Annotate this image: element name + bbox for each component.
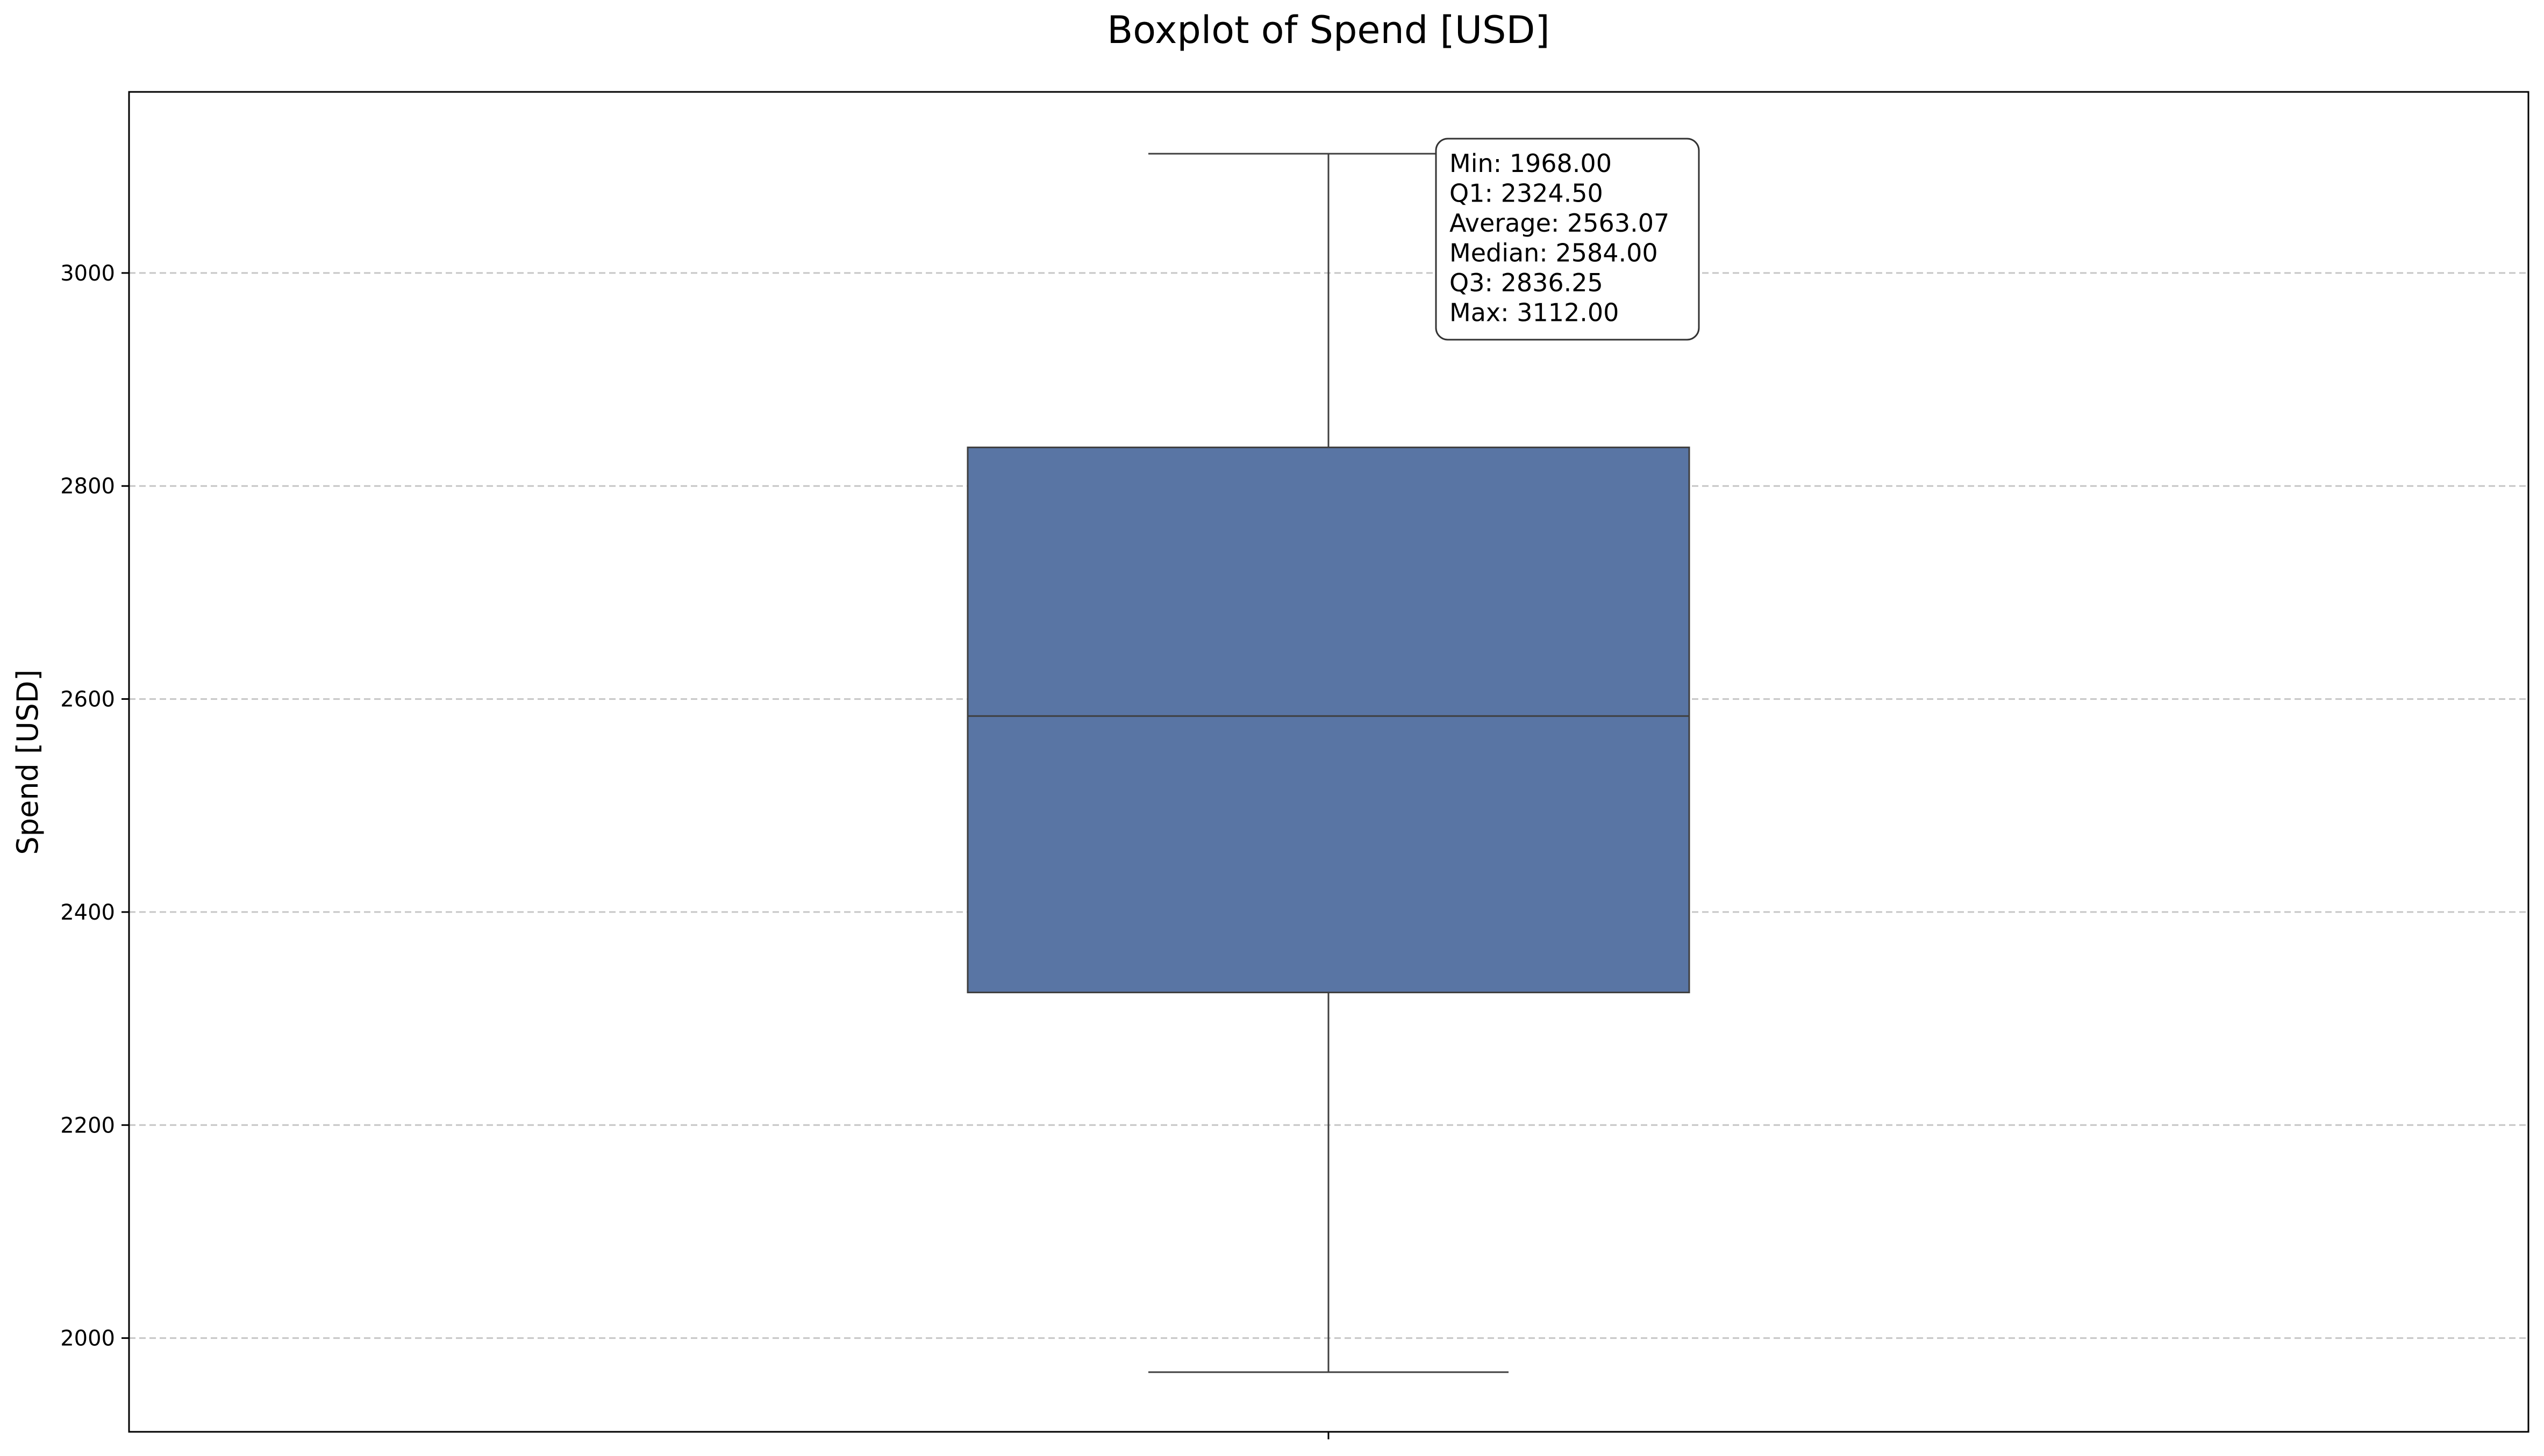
- stats-annotation-line: Q3: 2836.25: [1449, 268, 1603, 297]
- stats-annotation-line: Average: 2563.07: [1449, 209, 1669, 238]
- stats-annotation-box: [1435, 138, 1700, 341]
- y-tick-label: 2200: [60, 1113, 115, 1138]
- y-axis-label: Spend [USD]: [11, 670, 45, 855]
- y-tick-label: 2000: [60, 1326, 115, 1351]
- y-tick-label: 2600: [60, 687, 115, 712]
- stats-annotation-line: Max: 3112.00: [1449, 298, 1619, 327]
- stats-annotation-line: Median: 2584.00: [1449, 239, 1658, 268]
- y-tick-label: 2800: [60, 474, 115, 499]
- boxplot: [967, 153, 1690, 1373]
- stats-annotation-line: Min: 1968.00: [1449, 149, 1612, 178]
- chart-title: Boxplot of Spend [USD]: [1107, 8, 1549, 52]
- iqr-box: [967, 446, 1690, 994]
- stats-annotation-line: Q1: 2324.50: [1449, 179, 1603, 208]
- y-tick-label: 3000: [60, 261, 115, 286]
- y-axis-ticks: 2000 2200 2400 2600 2800 3000: [60, 261, 129, 1351]
- y-tick-label: 2400: [60, 900, 115, 925]
